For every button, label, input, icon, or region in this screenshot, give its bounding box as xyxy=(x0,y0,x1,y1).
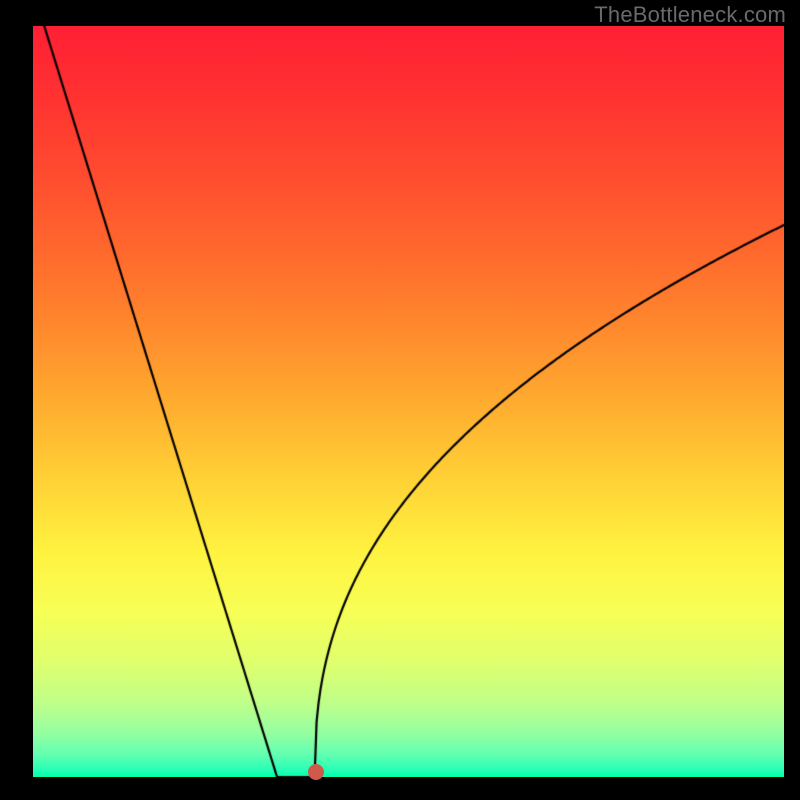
watermark-text: TheBottleneck.com xyxy=(594,2,786,28)
optimum-marker xyxy=(308,764,324,780)
bottleneck-curve xyxy=(0,0,800,800)
chart-container: TheBottleneck.com xyxy=(0,0,800,800)
